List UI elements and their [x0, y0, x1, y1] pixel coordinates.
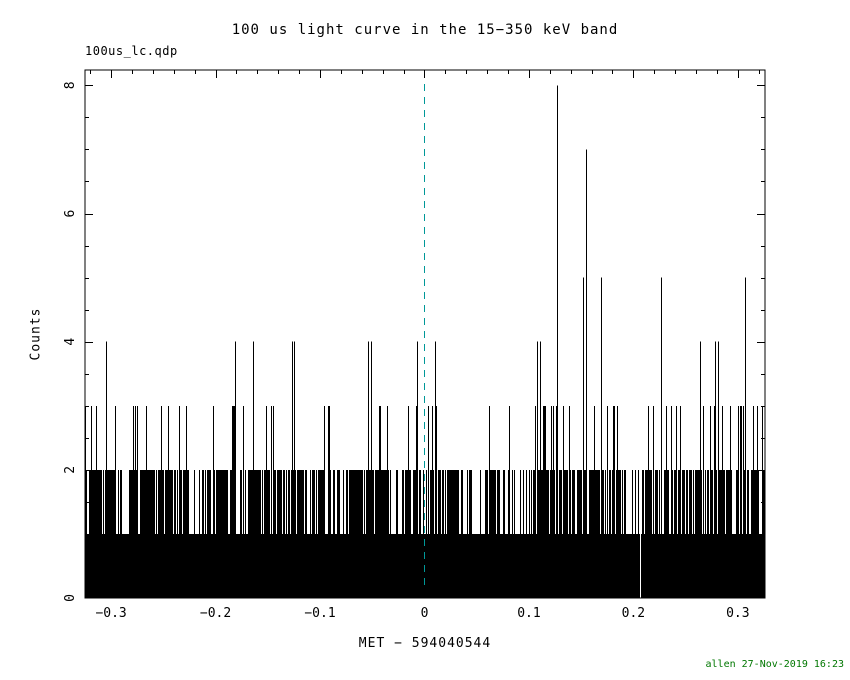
- credit-label: allen 27-Nov-2019 16:23: [705, 659, 844, 670]
- svg-text:0: 0: [421, 606, 429, 621]
- x-axis-label: MET − 594040544: [358, 636, 492, 651]
- svg-text:0.2: 0.2: [622, 606, 645, 621]
- svg-text:0.3: 0.3: [726, 606, 749, 621]
- svg-text:−0.2: −0.2: [200, 606, 231, 621]
- svg-text:0.1: 0.1: [517, 606, 540, 621]
- svg-text:2: 2: [63, 466, 78, 474]
- svg-text:6: 6: [63, 210, 78, 218]
- svg-text:8: 8: [63, 81, 78, 89]
- filename-label: 100us_lc.qdp: [85, 44, 178, 58]
- svg-text:0: 0: [63, 594, 78, 602]
- svg-text:−0.3: −0.3: [95, 606, 126, 621]
- svg-text:−0.1: −0.1: [304, 606, 335, 621]
- svg-text:4: 4: [63, 338, 78, 346]
- plot-title: 100 us light curve in the 15−350 keV ban…: [231, 22, 619, 38]
